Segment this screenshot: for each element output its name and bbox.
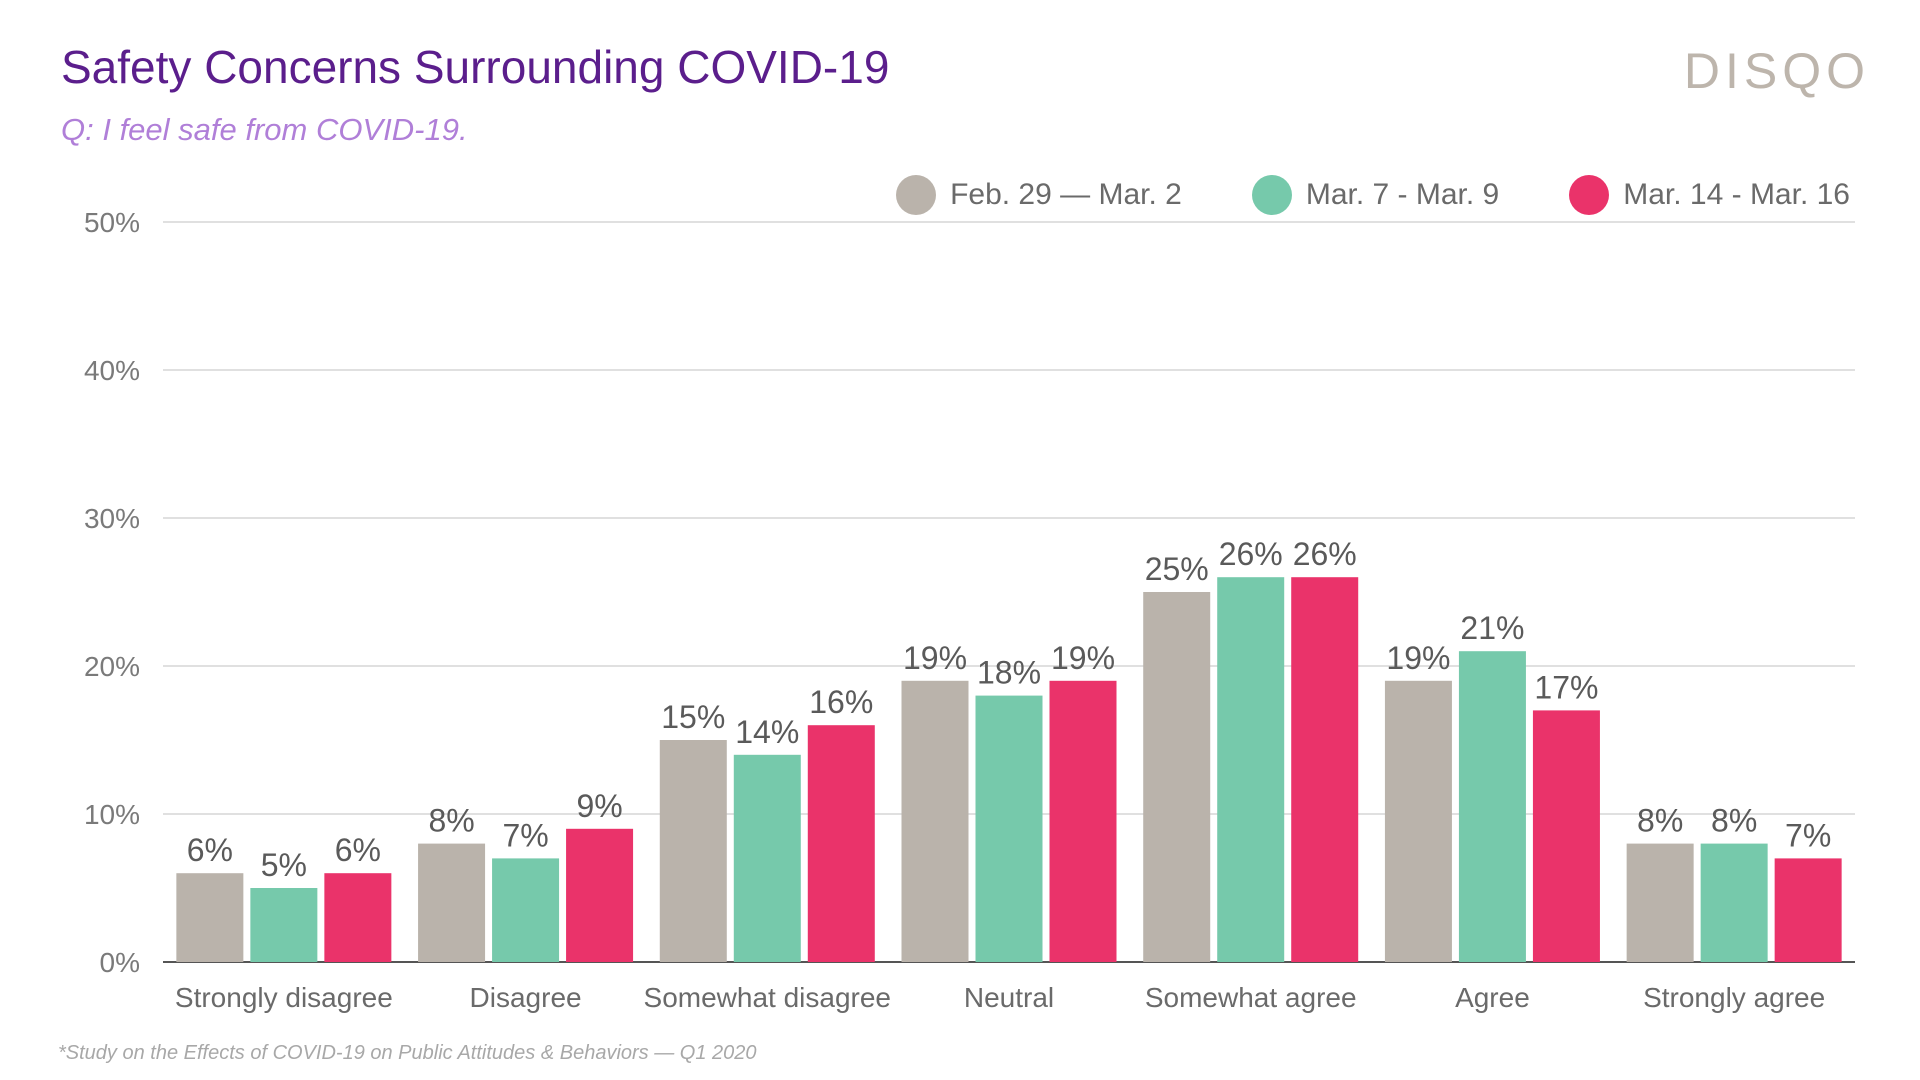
legend-label-series-1: Feb. 29 — Mar. 2 (950, 178, 1182, 211)
footnote: *Study on the Effects of COVID-19 on Pub… (58, 1042, 757, 1064)
bar-strongly-agree-series-2 (1700, 843, 1768, 962)
value-label-disagree-series-3: 9% (576, 788, 622, 824)
bar-disagree-series-2 (492, 858, 560, 962)
value-label-somewhat-disagree-series-2: 14% (735, 714, 799, 750)
value-label-strongly-agree-series-2: 8% (1711, 803, 1757, 839)
bar-strongly-disagree-series-2 (250, 888, 318, 962)
bar-somewhat-agree-series-1 (1143, 592, 1211, 962)
chart-title: Safety Concerns Surrounding COVID-19 (61, 41, 890, 93)
bar-agree-series-1 (1384, 680, 1452, 962)
bar-neutral-series-1 (901, 680, 969, 962)
value-label-agree-series-3: 17% (1534, 669, 1598, 705)
x-tick-label-somewhat-disagree: Somewhat disagree (644, 982, 891, 1013)
legend-item-series-3: Mar. 14 - Mar. 16 (1569, 175, 1850, 215)
legend-label-series-3: Mar. 14 - Mar. 16 (1623, 178, 1850, 211)
value-label-neutral-series-2: 18% (977, 655, 1041, 691)
bar-somewhat-disagree-series-2 (733, 754, 801, 962)
value-label-strongly-disagree-series-1: 6% (187, 832, 233, 868)
value-label-strongly-agree-series-1: 8% (1637, 803, 1683, 839)
bar-agree-series-2 (1458, 651, 1526, 962)
bar-somewhat-disagree-series-1 (659, 740, 727, 962)
disqo-logo: DISQO (1683, 43, 1870, 99)
bar-disagree-series-3 (566, 828, 634, 962)
value-label-somewhat-disagree-series-1: 15% (661, 699, 725, 735)
y-tick-label-0: 0% (100, 947, 140, 978)
x-tick-label-neutral: Neutral (964, 982, 1054, 1013)
x-tick-label-somewhat-agree: Somewhat agree (1145, 982, 1357, 1013)
value-label-somewhat-agree-series-2: 26% (1219, 536, 1283, 572)
legend-item-series-1: Feb. 29 — Mar. 2 (896, 175, 1182, 215)
value-label-somewhat-agree-series-3: 26% (1293, 536, 1357, 572)
value-label-agree-series-2: 21% (1460, 610, 1524, 646)
legend-label-series-2: Mar. 7 - Mar. 9 (1305, 178, 1500, 211)
x-tick-label-agree: Agree (1455, 982, 1530, 1013)
bar-strongly-disagree-series-1 (176, 873, 244, 962)
legend-swatch-series-1 (896, 175, 937, 215)
value-label-strongly-disagree-series-2: 5% (261, 847, 307, 883)
bar-strongly-agree-series-1 (1626, 843, 1694, 962)
y-tick-label-10: 10% (84, 799, 140, 830)
value-label-strongly-disagree-series-3: 6% (335, 832, 381, 868)
bar-strongly-disagree-series-3 (324, 873, 392, 962)
value-label-neutral-series-3: 19% (1051, 640, 1115, 676)
value-label-neutral-series-1: 19% (903, 640, 967, 676)
y-tick-label-40: 40% (84, 355, 140, 386)
bar-neutral-series-2 (975, 695, 1043, 962)
x-tick-label-disagree: Disagree (470, 982, 582, 1013)
legend-swatch-series-2 (1251, 175, 1292, 215)
bar-disagree-series-1 (418, 843, 486, 962)
value-label-somewhat-agree-series-1: 25% (1145, 551, 1209, 587)
y-tick-label-50: 50% (84, 207, 140, 238)
y-tick-label-30: 30% (84, 503, 140, 534)
value-label-disagree-series-1: 8% (428, 803, 474, 839)
y-tick-label-20: 20% (84, 651, 140, 682)
bar-somewhat-disagree-series-3 (807, 725, 875, 962)
legend-item-series-2: Mar. 7 - Mar. 9 (1251, 175, 1500, 215)
value-label-disagree-series-2: 7% (502, 817, 548, 853)
value-label-agree-series-1: 19% (1386, 640, 1450, 676)
bar-neutral-series-3 (1049, 680, 1117, 962)
value-label-strongly-agree-series-3: 7% (1785, 817, 1831, 853)
x-tick-label-strongly-disagree: Strongly disagree (175, 982, 393, 1013)
bar-agree-series-3 (1532, 710, 1600, 962)
legend-swatch-series-3 (1569, 175, 1610, 215)
x-tick-label-strongly-agree: Strongly agree (1643, 982, 1825, 1013)
bar-strongly-agree-series-3 (1774, 858, 1842, 962)
value-label-somewhat-disagree-series-3: 16% (809, 684, 873, 720)
bar-somewhat-agree-series-3 (1291, 577, 1359, 962)
legend: Feb. 29 — Mar. 2 Mar. 7 - Mar. 9 Mar. 14… (896, 175, 1850, 215)
chart-subtitle: Q: I feel safe from COVID-19. (61, 112, 468, 147)
bar-somewhat-agree-series-2 (1217, 577, 1285, 962)
